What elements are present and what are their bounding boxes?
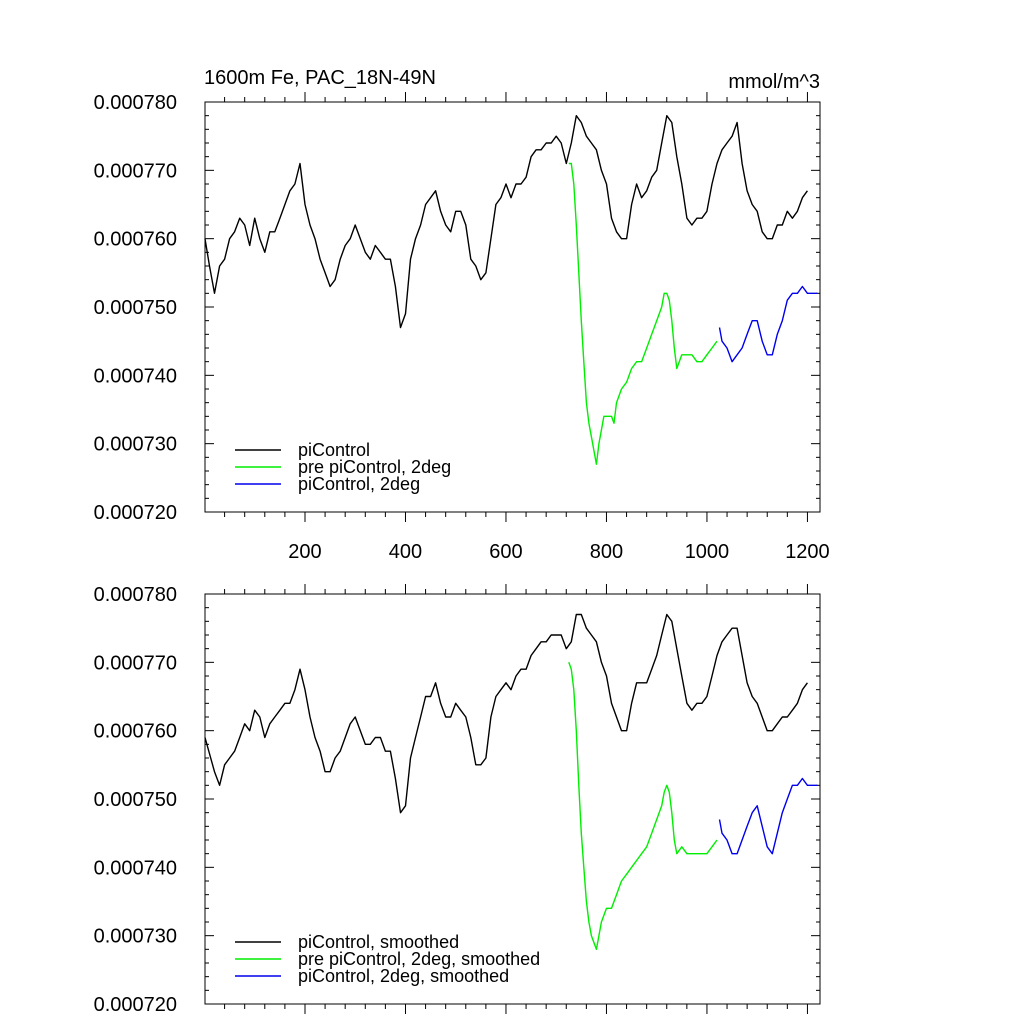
y-tick-label: 0.000760 <box>94 229 177 251</box>
y-tick-label: 0.000780 <box>94 584 177 606</box>
legend-label: piControl, 2deg, smoothed <box>298 966 509 986</box>
y-tick-label: 0.000750 <box>94 297 177 319</box>
legend-label: pre piControl, 2deg, smoothed <box>298 949 540 969</box>
legend-label: piControl <box>298 440 370 460</box>
y-tick-label: 0.000720 <box>94 502 177 524</box>
legend-label: pre piControl, 2deg <box>298 457 451 477</box>
y-tick-label: 0.000730 <box>94 926 177 948</box>
y-tick-label: 0.000780 <box>94 92 177 114</box>
chart-bottom: 0.000720 0.000730 0.000740 0.000750 0.000760… <box>94 584 821 1016</box>
x-tick-label: 1000 <box>685 541 730 563</box>
chart-top: 0.000720 0.000730 0.000740 0.000750 0.000760… <box>94 92 830 563</box>
x-tick-label: 200 <box>288 541 321 563</box>
units-label: mmol/m^3 <box>728 71 820 93</box>
y-tick-label: 0.000720 <box>94 994 177 1016</box>
x-tick-label: 1200 <box>785 541 830 563</box>
y-tick-label: 0.000760 <box>94 721 177 743</box>
legend-label: piControl, 2deg <box>298 474 420 494</box>
panel-title: 1600m Fe, PAC_18N-49N <box>204 67 436 89</box>
x-tick-label: 800 <box>590 541 623 563</box>
series-line-0 <box>204 613 808 814</box>
series-line-2 <box>718 285 818 363</box>
x-tick-label: 600 <box>489 541 522 563</box>
y-tick-label: 0.000740 <box>94 857 177 879</box>
y-tick-label: 0.000770 <box>94 652 177 674</box>
series-line-1 <box>568 662 718 950</box>
y-tick-label: 0.000770 <box>94 160 177 182</box>
legend-label: piControl, smoothed <box>298 932 459 952</box>
series-line-2 <box>718 777 818 855</box>
y-tick-label: 0.000730 <box>94 434 177 456</box>
y-tick-label: 0.000750 <box>94 789 177 811</box>
y-tick-label: 0.000740 <box>94 365 177 387</box>
series-line-1 <box>568 162 718 465</box>
series-line-0 <box>204 115 808 329</box>
x-tick-label: 400 <box>389 541 422 563</box>
